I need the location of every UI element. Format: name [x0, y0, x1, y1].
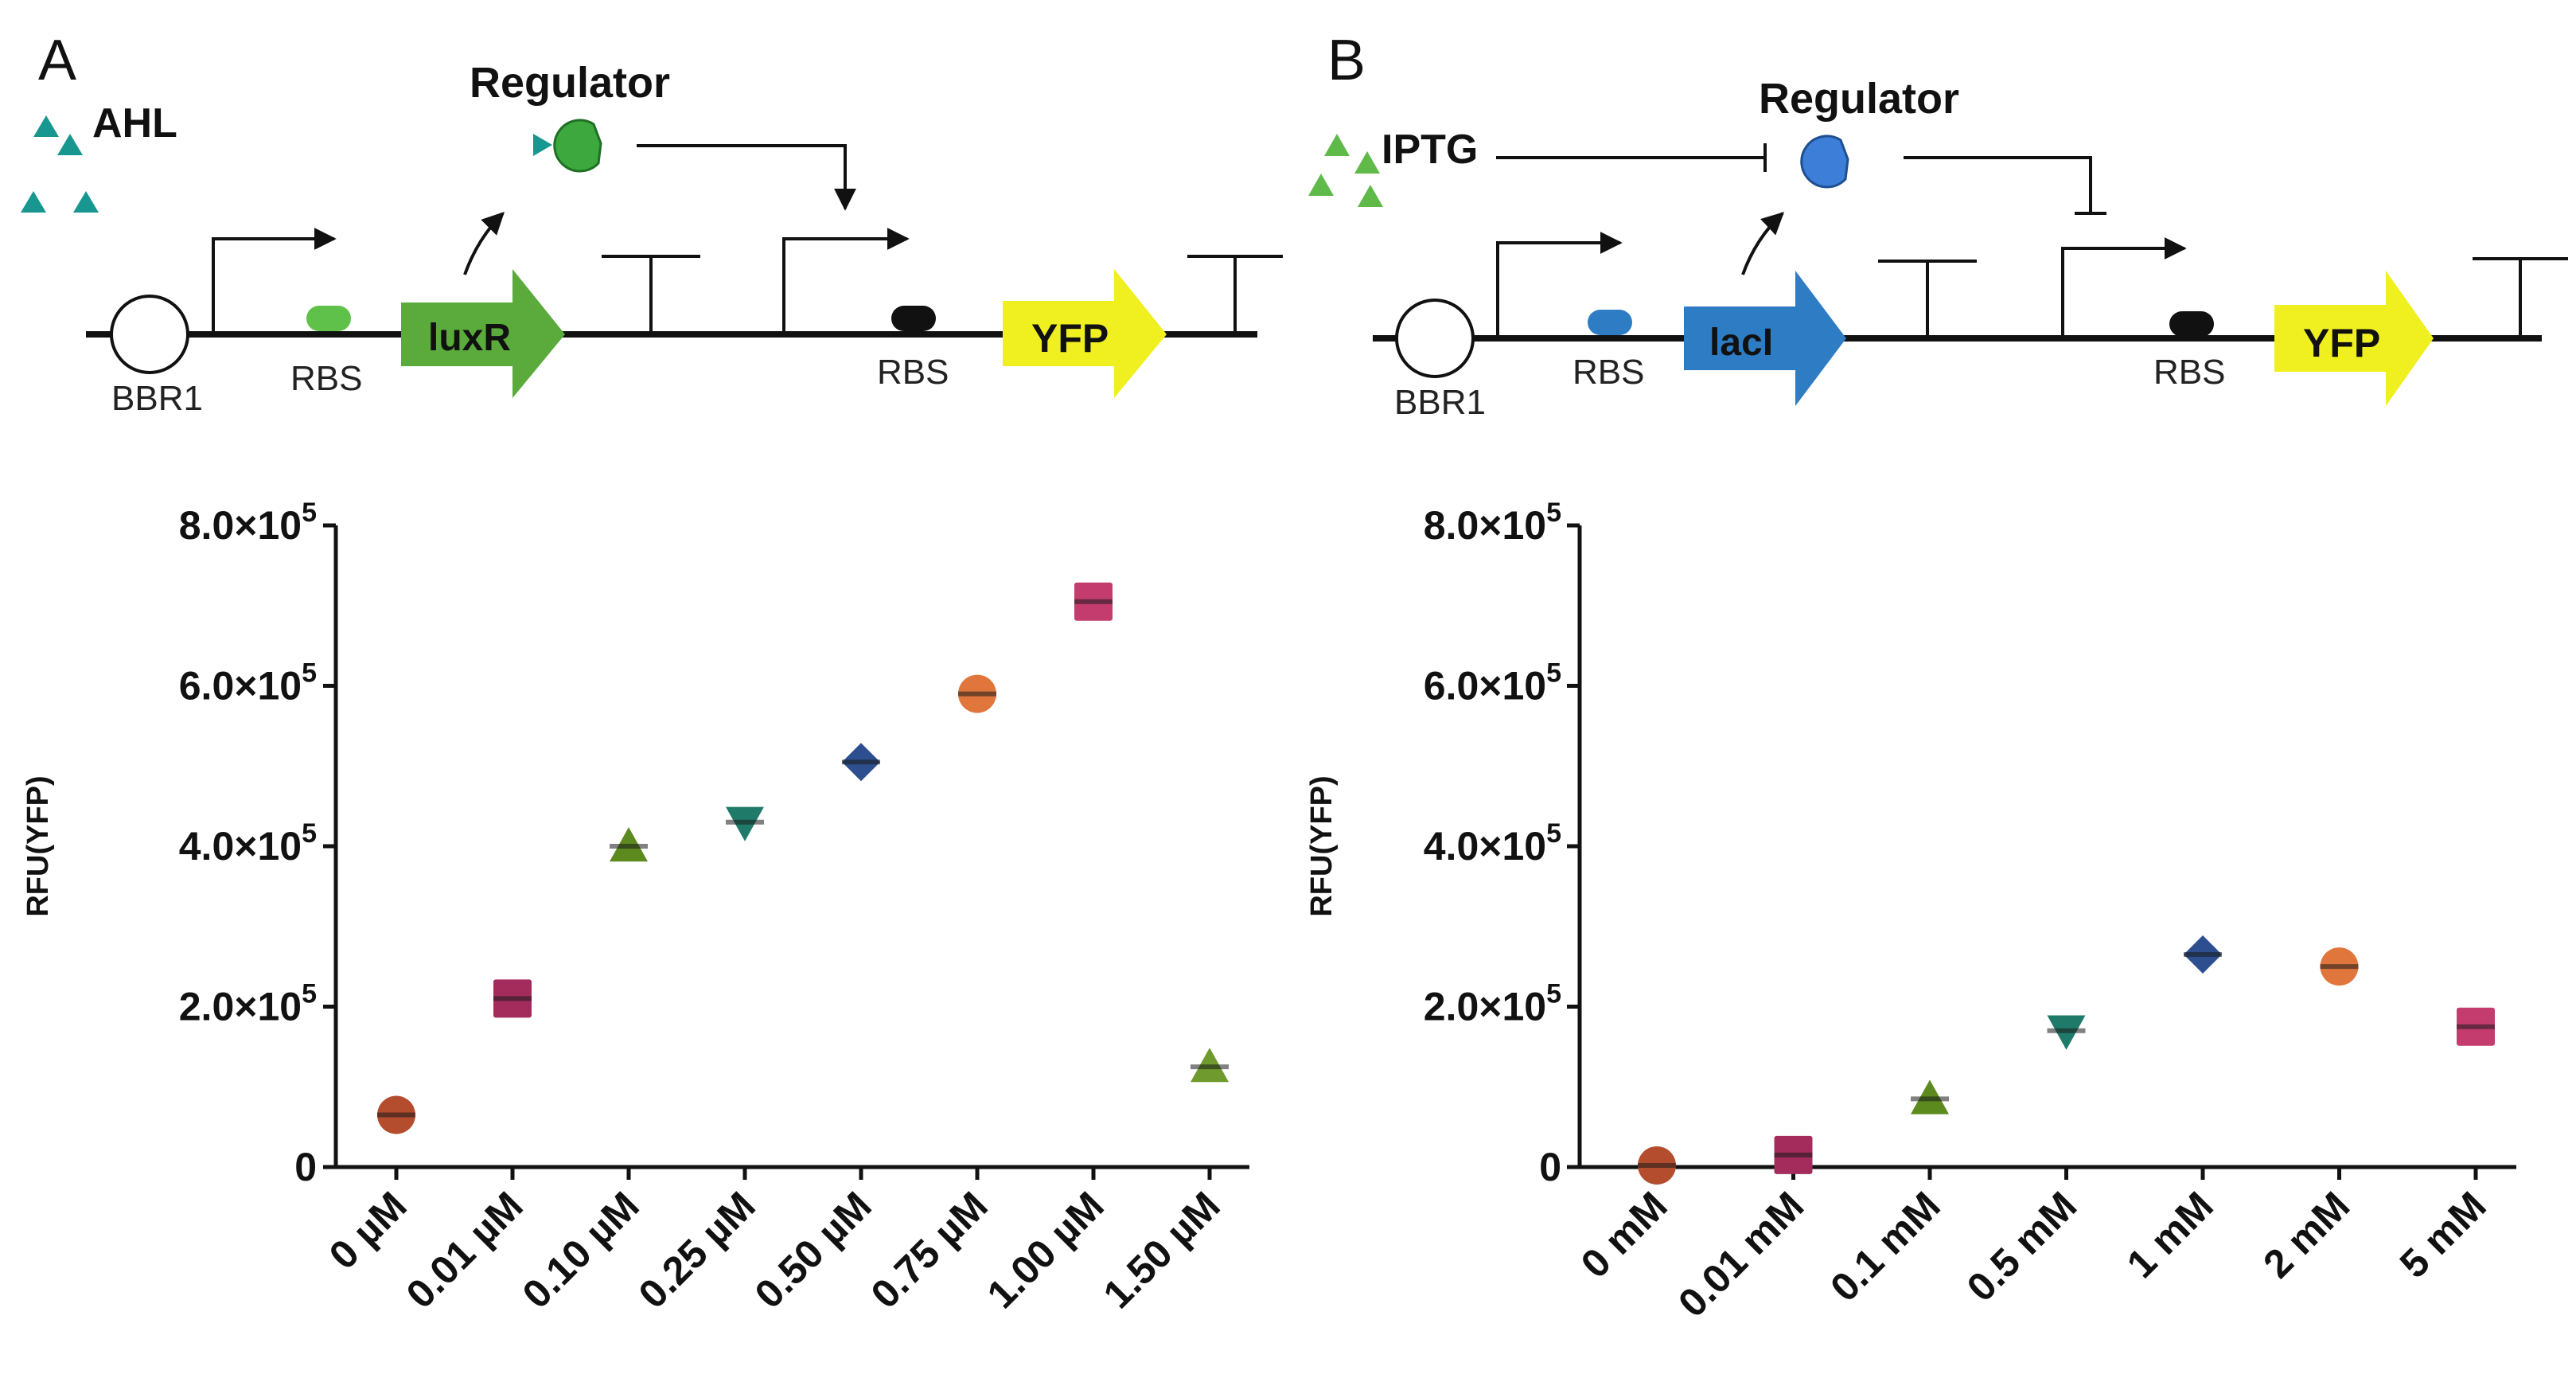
terminator-a1-icon: [602, 255, 700, 334]
y-tick-label: 8.0×105: [1424, 498, 1561, 548]
ahl-molecules-icon: [21, 115, 99, 213]
x-tick-label: 1 mM: [2118, 1183, 2222, 1286]
origin-b-icon: [1395, 299, 1475, 378]
y-axis-title: RFU(YFP): [21, 775, 55, 916]
yfp-gene-a-icon: [1003, 269, 1167, 398]
panel-b-letter: B: [1327, 29, 1366, 92]
yfp-gene-a-label: YFP: [1031, 316, 1109, 361]
rbs-b2-label: RBS: [2153, 353, 2225, 392]
y-tick-label: 6.0×105: [1424, 658, 1561, 709]
regulator-b-label: Regulator: [1759, 75, 1959, 123]
panel-a-diagram: A AHL Regulator BBR1 RBS luxR: [21, 29, 1283, 418]
rbs-a1-label: RBS: [290, 359, 362, 398]
iptg-label: IPTG: [1382, 127, 1478, 173]
regulator-a-label: Regulator: [470, 59, 670, 107]
x-tick-label: 2 mM: [2254, 1183, 2358, 1286]
terminator-b2-icon: [2473, 257, 2568, 338]
promoter-b2-icon: [2061, 237, 2187, 335]
origin-a-icon: [110, 295, 189, 374]
inhibition-line-iptg: [1496, 143, 1767, 172]
y-tick-label: 0: [1539, 1145, 1561, 1189]
x-tick-label: 0.25 µM: [630, 1183, 764, 1317]
y-tick-label: 4.0×105: [1424, 818, 1561, 869]
translation-arrow-a: [463, 212, 505, 275]
chart-panel-a: 0 2.0×105 4.0×105 6.0×105 8.0×105 RFU(YFP) 0 µ…: [21, 498, 1249, 1317]
activation-arrow: [637, 144, 856, 211]
repression-line: [1904, 156, 2106, 215]
y-tick-label: 4.0×105: [179, 818, 317, 869]
panel-b-diagram: B IPTG Regulator BBR1: [1308, 29, 2568, 422]
promoter-b1-icon: [1496, 232, 1623, 335]
laci-gene-icon: [1684, 271, 1846, 406]
yfp-gene-b-icon: [2274, 271, 2434, 406]
terminator-b1-icon: [1878, 260, 1977, 338]
luxr-gene-icon: [401, 269, 565, 398]
rbs-a2-label: RBS: [877, 353, 949, 392]
x-tick-label: 0 mM: [1572, 1183, 1676, 1286]
x-tick-label: 5 mM: [2391, 1183, 2495, 1286]
rbs-a2-icon: [891, 306, 936, 331]
rbs-b1-label: RBS: [1572, 353, 1644, 392]
rbs-b2-icon: [2169, 311, 2214, 337]
terminator-a2-icon: [1187, 255, 1283, 334]
rbs-b1-icon: [1588, 310, 1632, 335]
luxr-gene-label: luxR: [428, 317, 511, 359]
ahl-label: AHL: [92, 100, 177, 146]
y-tick-label: 2.0×105: [1424, 979, 1561, 1029]
panel-a-letter: A: [38, 29, 76, 92]
x-tick-label: 0.01 µM: [398, 1183, 532, 1317]
x-tick-label: 0 µM: [321, 1183, 415, 1278]
x-tick-label: 0.01 mM: [1670, 1183, 1812, 1325]
y-tick-label: 8.0×105: [179, 498, 317, 548]
yfp-gene-b-label: YFP: [2303, 321, 2380, 365]
y-tick-label: 6.0×105: [179, 658, 317, 709]
x-tick-label: 1.50 µM: [1095, 1183, 1229, 1317]
x-tick-label: 1.00 µM: [979, 1183, 1113, 1317]
x-tick-label: 0.5 mM: [1958, 1183, 2085, 1310]
x-tick-label: 0.10 µM: [514, 1183, 648, 1317]
rbs-a1-icon: [306, 306, 351, 331]
origin-a-label: BBR1: [111, 379, 203, 418]
y-axis-title: RFU(YFP): [1305, 775, 1339, 916]
regulator-b-icon: [1800, 135, 1849, 189]
x-tick-label: 0.75 µM: [863, 1183, 996, 1317]
translation-arrow-b: [1741, 212, 1785, 275]
promoter-a2-icon: [782, 228, 910, 331]
y-tick-label: 2.0×105: [179, 979, 317, 1029]
iptg-molecules-icon: [1308, 134, 1383, 207]
laci-gene-label: lacI: [1709, 322, 1773, 364]
y-tick-label: 0: [294, 1145, 317, 1189]
promoter-a1-icon: [212, 228, 337, 331]
x-tick-label: 0.1 mM: [1822, 1183, 1948, 1310]
regulator-a-icon: [533, 119, 602, 173]
chart-panel-b: 0 2.0×105 4.0×105 6.0×105 8.0×105 RFU(YFP) 0 m…: [1305, 498, 2516, 1325]
origin-b-label: BBR1: [1394, 383, 1486, 422]
x-tick-label: 0.50 µM: [746, 1183, 880, 1317]
